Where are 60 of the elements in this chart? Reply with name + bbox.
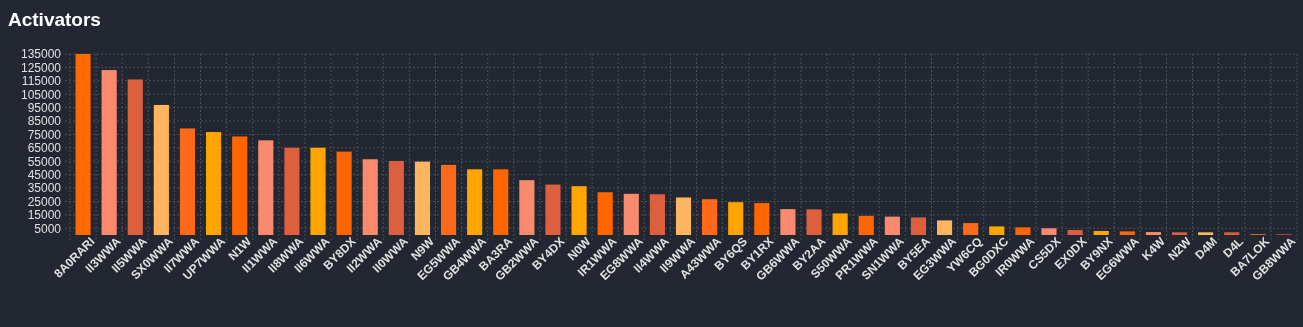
y-tick-label: 105000 — [20, 87, 62, 102]
chart-title: Activators — [8, 9, 101, 30]
bar — [310, 147, 326, 235]
bar — [780, 209, 796, 235]
bar — [153, 104, 169, 235]
bar — [1093, 230, 1109, 235]
bar — [702, 199, 718, 235]
bar — [832, 213, 848, 235]
bar — [101, 70, 117, 235]
bar — [806, 209, 822, 235]
bar — [858, 215, 874, 235]
bar — [206, 132, 222, 235]
y-tick-label: 75000 — [27, 127, 62, 142]
bar — [1119, 231, 1135, 235]
bar — [1171, 232, 1188, 235]
bar — [571, 186, 587, 235]
bar — [623, 193, 639, 235]
bar — [936, 220, 953, 235]
bar — [1145, 232, 1161, 235]
bar — [75, 54, 91, 235]
bar — [675, 197, 692, 235]
bar — [258, 140, 274, 235]
bar — [910, 217, 927, 235]
bar — [127, 79, 143, 235]
y-tick-label: 55000 — [27, 154, 62, 169]
bar — [414, 161, 431, 235]
bar — [597, 192, 613, 235]
bar — [963, 223, 979, 235]
y-tick-label: 95000 — [27, 100, 62, 115]
bar — [1067, 230, 1083, 235]
bar — [362, 159, 378, 235]
bar — [884, 216, 900, 235]
bar — [284, 147, 300, 235]
bar — [336, 151, 352, 235]
bar — [989, 226, 1005, 235]
y-tick-label: 115000 — [21, 74, 62, 89]
y-tick-label: 135000 — [20, 47, 62, 62]
bar — [1224, 232, 1240, 235]
y-tick-label: 25000 — [27, 194, 62, 209]
bar — [1015, 227, 1031, 235]
bar — [1198, 232, 1214, 235]
y-tick-label: 15000 — [27, 208, 62, 223]
y-tick-label: 35000 — [27, 181, 62, 196]
bar — [545, 184, 561, 235]
bar — [179, 128, 196, 235]
y-tick-label: 125000 — [20, 60, 62, 75]
bar — [519, 180, 535, 235]
bar — [232, 136, 248, 235]
y-tick-label: 85000 — [27, 114, 62, 129]
bar — [493, 169, 509, 235]
bar — [388, 160, 404, 235]
y-tick-label: 5000 — [34, 221, 62, 236]
bar — [440, 164, 457, 235]
y-tick-label: 65000 — [27, 141, 62, 156]
bar — [649, 194, 665, 235]
y-tick-label: 45000 — [27, 168, 62, 183]
bar — [467, 169, 483, 235]
bar — [754, 203, 770, 235]
bar — [1041, 228, 1057, 235]
bar — [728, 202, 744, 235]
